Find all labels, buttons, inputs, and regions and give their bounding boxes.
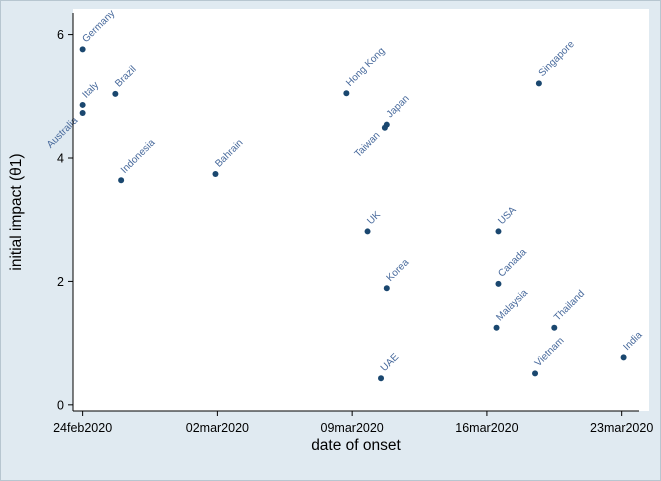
x-tick-label: 09mar2020 [321, 421, 384, 435]
data-point-germany [79, 46, 86, 53]
x-tick-label: 02mar2020 [186, 421, 249, 435]
y-tick-label: 6 [57, 28, 64, 42]
data-point-korea [383, 285, 390, 292]
data-point-singapore [535, 80, 542, 87]
data-point-uk [364, 228, 371, 235]
data-point-canada [495, 280, 502, 287]
x-tick-label: 16mar2020 [455, 421, 518, 435]
y-axis-title: initial impact (θ1) [8, 153, 25, 270]
y-tick-label: 0 [57, 398, 64, 412]
data-point-vietnam [532, 370, 539, 377]
data-point-italy [79, 101, 86, 108]
data-point-indonesia [118, 177, 125, 184]
data-point-thailand [551, 324, 558, 331]
data-point-brazil [112, 90, 119, 97]
plot-area [73, 9, 649, 411]
y-tick-label: 2 [57, 275, 64, 289]
y-tick-label: 4 [57, 152, 64, 166]
data-point-australia [79, 109, 86, 116]
data-point-malaysia [493, 324, 500, 331]
data-point-taiwan [381, 124, 388, 131]
data-point-india [620, 354, 627, 361]
data-point-hong-kong [343, 90, 350, 97]
x-axis-title: date of onset [311, 437, 401, 454]
data-point-uae [378, 375, 385, 382]
data-point-usa [495, 228, 502, 235]
data-point-bahrain [212, 171, 219, 178]
x-tick-label: 23mar2020 [590, 421, 653, 435]
x-tick-label: 24feb2020 [53, 421, 112, 435]
